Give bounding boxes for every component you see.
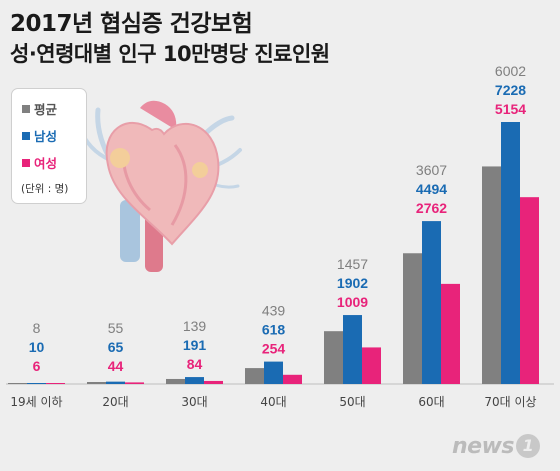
value-label-average: 1457 (337, 256, 368, 272)
bar-average (403, 253, 422, 384)
value-label-average: 6002 (495, 63, 526, 79)
value-label-female: 6 (33, 358, 41, 374)
category-label: 19세 이하 (10, 395, 62, 409)
category-label: 20대 (102, 395, 128, 409)
logo-text: news (451, 434, 515, 459)
value-label-average: 3607 (416, 162, 447, 178)
legend-label: 남성 (34, 129, 58, 144)
category-label: 50대 (339, 395, 365, 409)
value-label-female: 44 (108, 358, 124, 374)
bar-male (422, 221, 441, 384)
value-label-female: 2762 (416, 200, 447, 216)
legend-item-male: 남성 (22, 126, 57, 145)
value-label-female: 5154 (495, 101, 526, 117)
value-label-female: 1009 (337, 294, 368, 310)
bar-male (106, 381, 125, 384)
value-label-male: 191 (183, 337, 207, 353)
legend-swatch (22, 159, 30, 167)
bar-male (264, 361, 283, 384)
bar-average (324, 331, 343, 384)
bar-average (166, 378, 185, 384)
value-label-male: 7228 (495, 82, 526, 98)
value-label-female: 84 (187, 356, 203, 372)
heart-illustration (78, 100, 242, 272)
value-label-male: 10 (29, 339, 45, 355)
bar-average (245, 368, 264, 384)
legend-label: 평균 (34, 102, 58, 117)
bar-male (501, 122, 520, 384)
category-label: 70대 이상 (484, 395, 536, 409)
chart-subtitle: 성·연령대별 인구 10만명당 진료인원 (10, 42, 330, 66)
legend-item-female: 여성 (22, 153, 57, 172)
bar-female (204, 380, 223, 384)
value-label-male: 618 (262, 322, 286, 338)
bar-female (362, 347, 381, 384)
value-label-average: 439 (262, 303, 286, 319)
value-label-average: 55 (108, 320, 124, 336)
value-label-male: 65 (108, 339, 124, 355)
bar-male (343, 315, 362, 384)
bar-male (27, 383, 46, 384)
category-label: 40대 (260, 395, 286, 409)
value-label-average: 139 (183, 318, 207, 334)
chart-title: 2017년 협심증 건강보험 (10, 11, 253, 37)
value-label-female: 254 (262, 341, 286, 357)
legend-item-average: 평균 (22, 99, 57, 118)
logo-badge: 1 (516, 434, 540, 458)
bar-average (87, 382, 106, 384)
bar-female (283, 374, 302, 384)
bar-female (441, 283, 460, 384)
bar-average (482, 166, 501, 384)
bar-male (185, 377, 204, 384)
bar-female (46, 383, 65, 384)
legend-label: 여성 (34, 156, 58, 171)
unit-label: (단위 : 명) (21, 183, 69, 195)
value-label-average: 8 (33, 320, 41, 336)
value-label-male: 4494 (416, 181, 447, 197)
legend-swatch (22, 105, 30, 113)
category-label: 30대 (181, 395, 207, 409)
legend-swatch (22, 132, 30, 140)
value-label-male: 1902 (337, 275, 368, 291)
legend: 평균 남성 여성 (단위 : 명) (11, 88, 87, 204)
bar-average (8, 383, 27, 384)
bar-female (520, 197, 539, 384)
bar-female (125, 382, 144, 384)
news1-logo: news 1 (452, 434, 540, 459)
category-label: 60대 (418, 395, 444, 409)
